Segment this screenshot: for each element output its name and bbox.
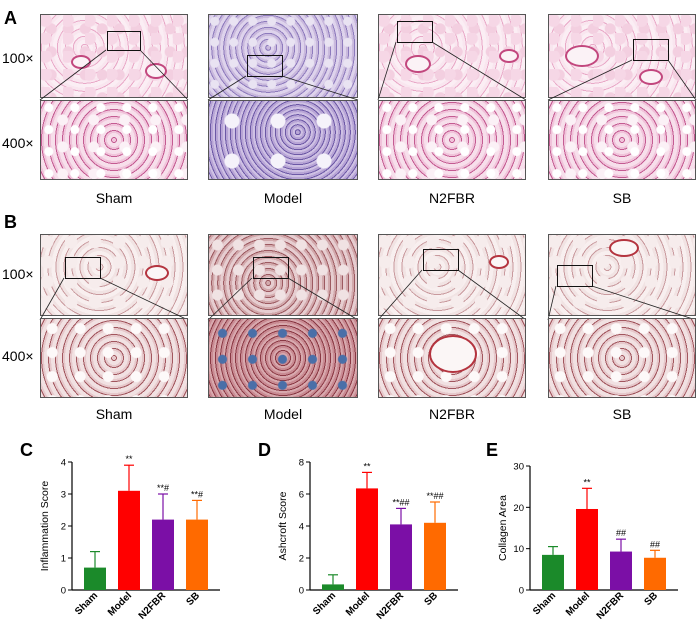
y-tick-label: 0: [519, 586, 524, 597]
chart-collagen-area: 0 10 20 30 Collagen Area Sham ** Model ## N2FBR ##…: [497, 462, 678, 622]
x-tick-label: SB: [643, 590, 661, 608]
bar-sb: [424, 522, 446, 590]
y-axis-label: Collagen Area: [497, 495, 509, 561]
significance-label: **##: [392, 497, 409, 507]
bar-sham: [542, 554, 564, 590]
col-label-a-sham: Sham: [95, 190, 133, 206]
y-axis-label: Inflammation Score: [39, 481, 51, 572]
y-tick-label: 8: [299, 458, 304, 469]
zoom-box: [633, 39, 669, 61]
micrograph-b-sham-100x: [40, 234, 188, 316]
micrograph-a-sb-100x: [548, 14, 696, 98]
micrograph-a-sb-400x: [548, 100, 696, 180]
micrograph-a-sham-100x: [40, 14, 188, 98]
zoom-connectors-a: [39, 41, 697, 101]
row-label-b-high: 400×: [2, 348, 34, 364]
x-tick-label: Sham: [311, 590, 338, 617]
bar-model: [576, 508, 598, 590]
y-tick-label: 4: [299, 522, 304, 533]
chart-ashcroft-score: 0 2 4 6 8 Ashcroft Score Sham ** Model **## N2FBR *…: [277, 458, 458, 622]
y-tick-label: 1: [61, 554, 66, 565]
zoom-box: [423, 249, 459, 271]
x-tick-label: Model: [564, 590, 592, 618]
panel-letter-e: E: [486, 440, 499, 460]
x-tick-label: SB: [185, 590, 203, 608]
zoom-box: [65, 257, 101, 279]
x-tick-label: N2FBR: [137, 590, 169, 622]
zoom-box: [107, 31, 141, 51]
bar-n2fbr: [152, 519, 174, 590]
significance-label: **#: [157, 483, 169, 493]
y-tick-label: 0: [61, 586, 66, 597]
col-label-b-sham: Sham: [95, 406, 133, 422]
significance-label: ##: [616, 528, 626, 538]
x-tick-label: N2FBR: [375, 590, 407, 622]
col-label-a-sb: SB: [612, 190, 632, 206]
bar-model: [118, 490, 140, 590]
micrograph-a-sham-400x: [40, 100, 188, 180]
col-label-b-n2fbr: N2FBR: [429, 406, 475, 422]
micrograph-b-model-100x: [208, 234, 358, 316]
panel-letter-b: B: [4, 212, 17, 232]
x-tick-label: SB: [423, 590, 441, 608]
y-tick-label: 6: [299, 490, 304, 501]
significance-label: **: [363, 461, 371, 471]
zoom-connectors-b: [39, 269, 697, 321]
significance-label: **#: [191, 489, 203, 499]
significance-label: **##: [426, 491, 443, 501]
micrograph-b-model-400x: [208, 318, 358, 398]
significance-label: **: [583, 477, 591, 487]
y-axis-label: Ashcroft Score: [277, 491, 289, 560]
zoom-box: [397, 21, 433, 43]
zoom-box: [247, 55, 283, 77]
col-label-a-n2fbr: N2FBR: [429, 190, 475, 206]
panel-letter-c: C: [20, 440, 33, 460]
x-tick-label: Model: [344, 590, 372, 618]
y-tick-label: 10: [513, 544, 524, 555]
row-label-b-low: 100×: [2, 266, 34, 282]
bar-sb: [644, 557, 666, 590]
micrograph-a-n2fbr-100x: [378, 14, 526, 98]
col-label-b-model: Model: [263, 406, 303, 422]
zoom-box: [557, 265, 593, 287]
significance-label: ##: [650, 539, 660, 549]
y-tick-label: 20: [513, 503, 524, 514]
zoom-box: [253, 257, 289, 279]
row-label-a-high: 400×: [2, 135, 34, 151]
y-tick-label: 30: [513, 462, 524, 473]
y-tick-label: 2: [61, 522, 66, 533]
panel-letter-d: D: [258, 440, 271, 460]
significance-label: **: [125, 454, 133, 464]
col-label-a-model: Model: [263, 190, 303, 206]
chart-inflammation-score: 0 1 2 3 4 Inflammation Score Sham ** Model **# N2F…: [39, 454, 220, 622]
bar-model: [356, 488, 378, 590]
x-tick-label: N2FBR: [595, 590, 627, 622]
micrograph-b-sb-400x: [548, 318, 696, 398]
bar-sham: [84, 567, 106, 590]
y-tick-label: 3: [61, 490, 66, 501]
micrograph-b-n2fbr-400x: [378, 318, 526, 398]
x-tick-label: Model: [106, 590, 134, 618]
x-tick-label: Sham: [73, 590, 100, 617]
micrograph-b-sb-100x: [548, 234, 696, 316]
micrograph-a-model-400x: [208, 100, 358, 180]
bar-n2fbr: [390, 524, 412, 590]
bar-n2fbr: [610, 551, 632, 590]
col-label-b-sb: SB: [612, 406, 632, 422]
bar-sb: [186, 519, 208, 590]
bar-sham: [322, 584, 344, 590]
y-tick-label: 4: [61, 458, 66, 469]
y-tick-label: 0: [299, 586, 304, 597]
x-tick-label: Sham: [531, 590, 558, 617]
y-tick-label: 2: [299, 554, 304, 565]
micrograph-b-sham-400x: [40, 318, 188, 398]
row-label-a-low: 100×: [2, 50, 34, 66]
panel-letter-a: A: [4, 8, 17, 28]
micrograph-a-n2fbr-400x: [378, 100, 526, 180]
